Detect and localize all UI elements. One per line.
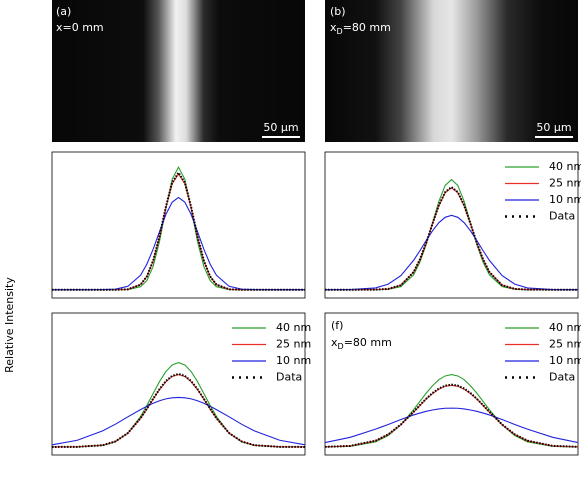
scale-label: 50 μm [536,121,571,134]
position-sub: D [337,27,343,36]
position-label: x=0 mm [56,21,104,34]
legend-label: 25 nm [549,338,581,351]
legend-label: 10 nm [276,354,311,367]
position-text: x [331,336,338,349]
position-text: x=0 mm [56,21,104,34]
legend-label: 25 nm [276,338,311,351]
position-sub: D [338,342,344,351]
series-line [51,396,306,446]
legend-label: Data [549,210,575,223]
series-line [325,185,578,291]
image-a [52,0,305,142]
legend-label: 40 nm [549,160,581,173]
series-line [324,383,579,448]
panel-label: (b) [330,5,346,18]
legend-label: 25 nm [549,177,581,190]
legend-label: 40 nm [549,321,581,334]
legend-label: 10 nm [549,354,581,367]
legend-label: 40 nm [276,321,311,334]
position-label: xD=80 mm [330,21,391,36]
position-text: x [330,21,337,34]
series-line [51,374,306,448]
series-line [52,170,305,291]
legend-label: Data [276,371,302,384]
series-line [52,196,305,291]
panel-label: (f) [331,319,343,332]
position-text: =80 mm [343,21,391,34]
panel-label: (a) [56,5,71,18]
series-line [324,407,579,444]
series-line [325,178,578,291]
position-label: xD=80 mm [331,336,392,351]
y-axis-label: Relative Intensity [3,277,16,373]
series-line [324,214,579,291]
image-b [325,0,578,142]
plot-frame [51,151,306,299]
legend-label: 10 nm [549,193,581,206]
legend-label: Data [549,371,575,384]
plot-frame [324,151,579,299]
position-text: =80 mm [344,336,392,349]
scale-label: 50 μm [263,121,298,134]
plot-frame [51,312,306,456]
